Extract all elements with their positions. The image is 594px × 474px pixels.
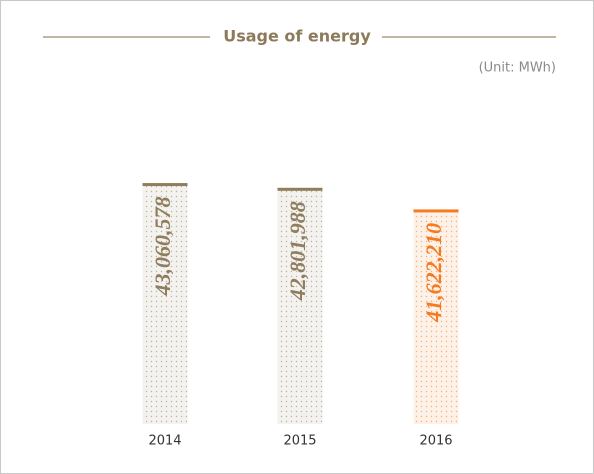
unit-label: (Unit: MWh) <box>479 61 556 76</box>
chart-title: Usage of energy <box>223 27 371 46</box>
bar <box>413 210 459 424</box>
value-label: 43,060,578 <box>150 197 175 297</box>
value-label: 41,622,210 <box>421 223 446 323</box>
bar <box>277 189 323 424</box>
bar-cap <box>277 187 323 191</box>
value-label: 42,801,988 <box>285 201 310 301</box>
bar <box>142 184 188 424</box>
x-tick-label: 2015 <box>283 434 316 449</box>
x-tick-label: 2016 <box>419 434 452 449</box>
bar-cap <box>413 209 459 213</box>
x-tick-label: 2014 <box>148 434 181 449</box>
bar-cap <box>142 183 188 187</box>
